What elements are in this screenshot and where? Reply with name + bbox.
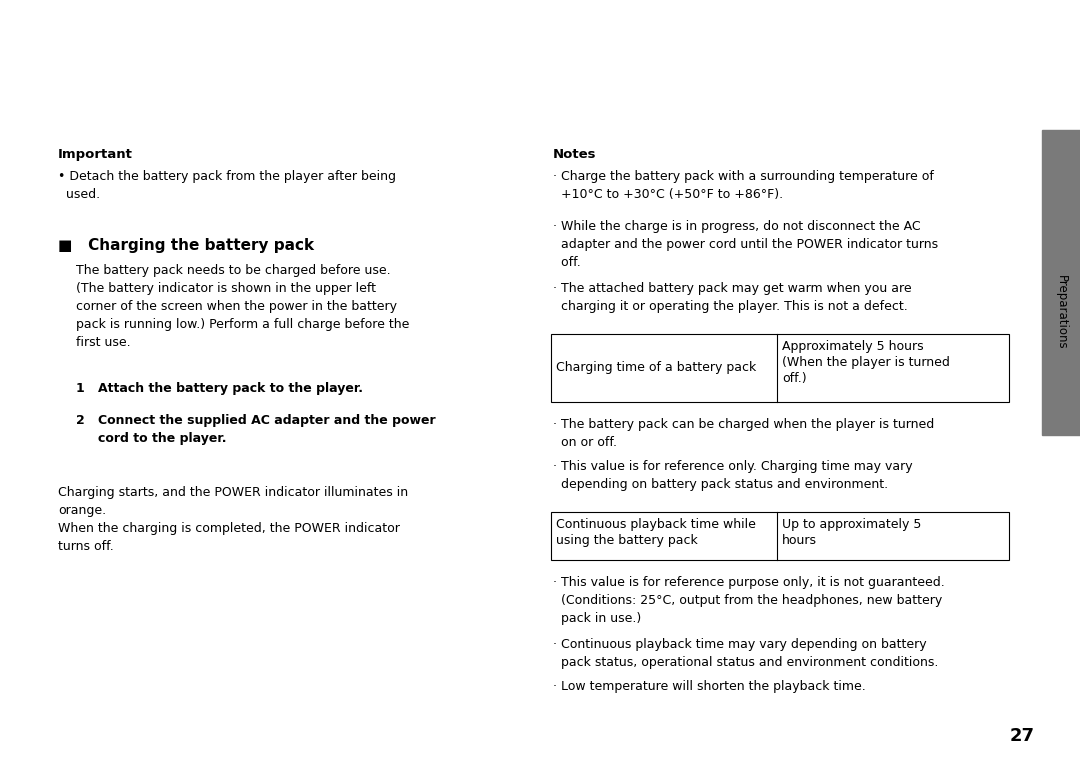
Bar xyxy=(551,512,1009,560)
Text: · Continuous playback time may vary depending on battery
  pack status, operatio: · Continuous playback time may vary depe… xyxy=(553,638,939,669)
Text: • Detach the battery pack from the player after being
  used.: • Detach the battery pack from the playe… xyxy=(58,170,396,201)
Text: The battery pack needs to be charged before use.
(The battery indicator is shown: The battery pack needs to be charged bef… xyxy=(76,264,409,349)
Text: · This value is for reference purpose only, it is not guaranteed.
  (Conditions:: · This value is for reference purpose on… xyxy=(553,576,945,625)
Text: Approximately 5 hours: Approximately 5 hours xyxy=(782,340,923,353)
Text: · The battery pack can be charged when the player is turned
  on or off.: · The battery pack can be charged when t… xyxy=(553,418,934,449)
Text: 2: 2 xyxy=(76,414,84,427)
Text: Charging starts, and the POWER indicator illuminates in
orange.
When the chargin: Charging starts, and the POWER indicator… xyxy=(58,486,408,553)
Text: · Low temperature will shorten the playback time.: · Low temperature will shorten the playb… xyxy=(553,680,866,693)
Text: Notes: Notes xyxy=(553,148,596,161)
Text: using the battery pack: using the battery pack xyxy=(556,534,698,547)
Text: · The attached battery pack may get warm when you are
  charging it or operating: · The attached battery pack may get warm… xyxy=(553,282,912,313)
Text: Connect the supplied AC adapter and the power
cord to the player.: Connect the supplied AC adapter and the … xyxy=(98,414,435,445)
Text: off.): off.) xyxy=(782,372,807,385)
Text: Attach the battery pack to the player.: Attach the battery pack to the player. xyxy=(98,382,363,395)
Text: Up to approximately 5: Up to approximately 5 xyxy=(782,518,921,531)
Text: ■   Charging the battery pack: ■ Charging the battery pack xyxy=(58,238,314,253)
Text: · Charge the battery pack with a surrounding temperature of
  +10°C to +30°C (+5: · Charge the battery pack with a surroun… xyxy=(553,170,934,201)
Text: 1: 1 xyxy=(76,382,84,395)
Text: hours: hours xyxy=(782,534,816,547)
Text: · While the charge is in progress, do not disconnect the AC
  adapter and the po: · While the charge is in progress, do no… xyxy=(553,220,939,269)
Text: Preparations: Preparations xyxy=(1054,275,1067,349)
Text: Important: Important xyxy=(58,148,133,161)
Text: · This value is for reference only. Charging time may vary
  depending on batter: · This value is for reference only. Char… xyxy=(553,460,913,491)
Text: 27: 27 xyxy=(1010,727,1035,745)
Bar xyxy=(1042,130,1080,435)
Text: (When the player is turned: (When the player is turned xyxy=(782,356,950,369)
Bar xyxy=(551,334,1009,402)
Text: Charging time of a battery pack: Charging time of a battery pack xyxy=(556,362,756,375)
Text: Continuous playback time while: Continuous playback time while xyxy=(556,518,756,531)
